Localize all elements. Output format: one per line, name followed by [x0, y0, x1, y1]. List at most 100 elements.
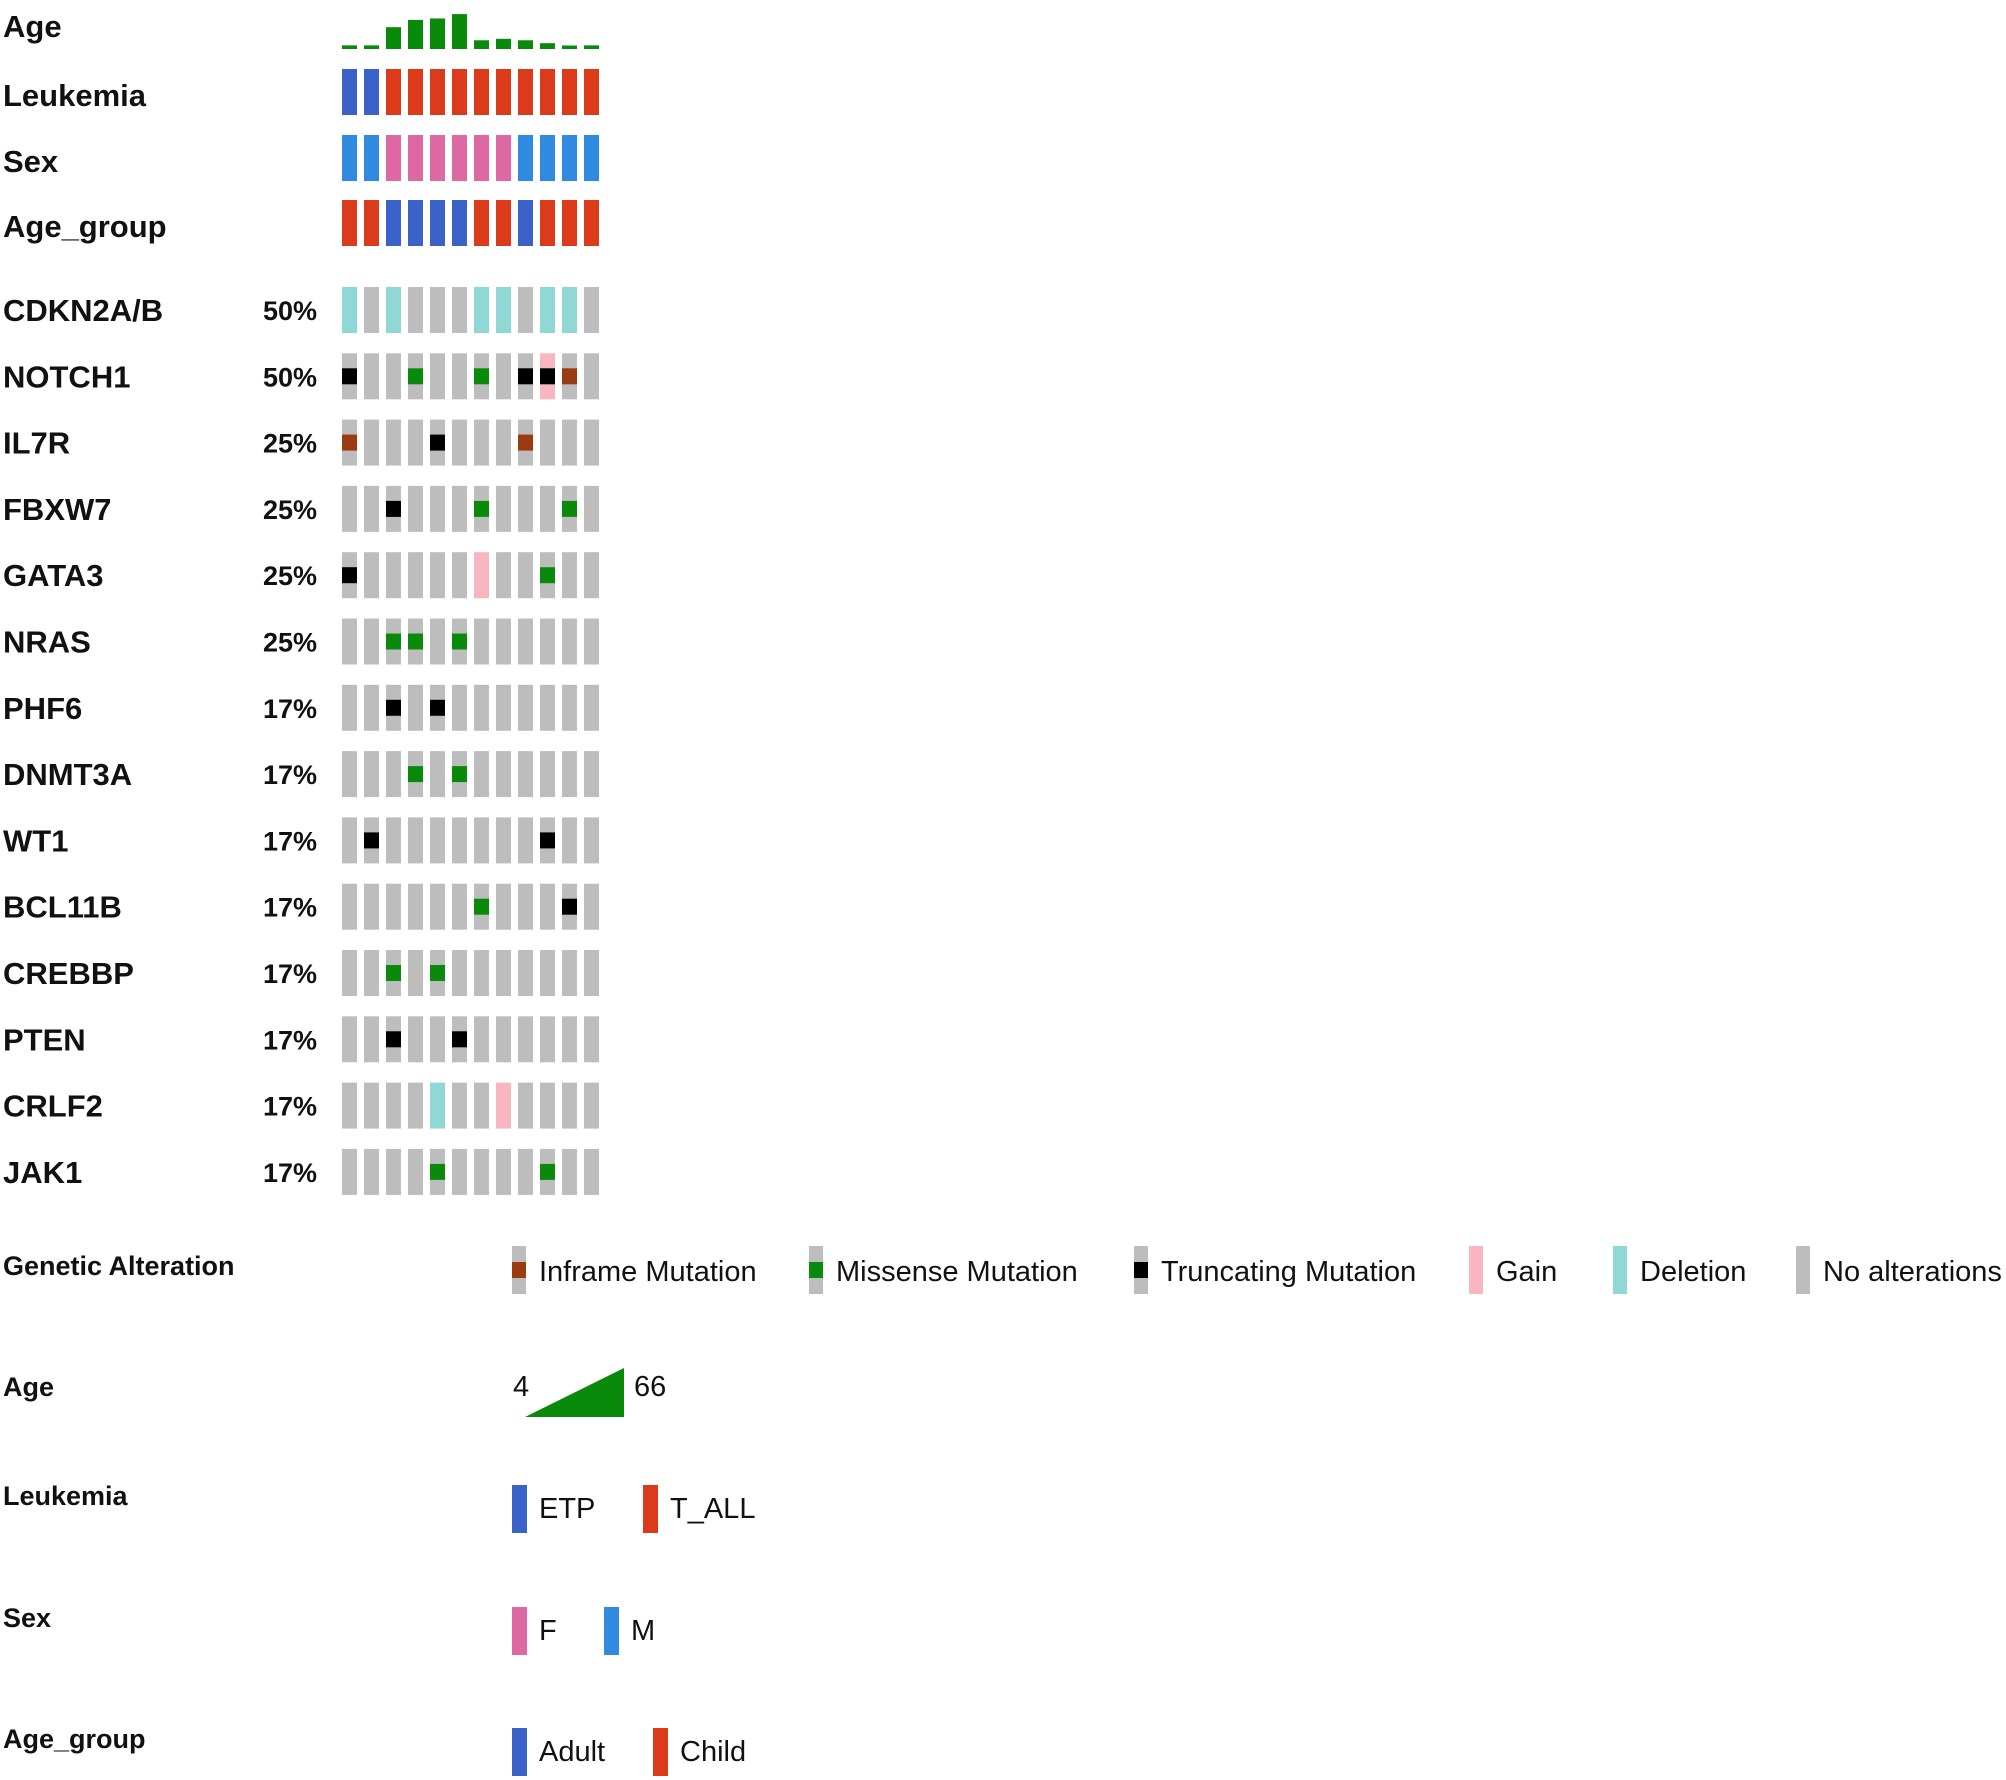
age-group-cell-9 — [518, 200, 533, 246]
legend-mark-inframe-mutation — [512, 1262, 526, 1278]
legend-label-leukemia-etp: ETP — [539, 1493, 595, 1525]
cell-gata3-3 — [386, 552, 401, 599]
mark-miss-crebbp-3 — [386, 965, 401, 981]
cell-dnmt3a-12 — [584, 751, 599, 798]
cell-gata3-6 — [452, 552, 467, 599]
cell-crlf2-8 — [496, 1082, 511, 1129]
cell-bcl11b-9 — [518, 883, 533, 930]
cell-wt1-11 — [562, 817, 577, 864]
mark-trunc-fbxw7-3 — [386, 500, 401, 517]
cell-il7r-7 — [474, 419, 489, 466]
cell-gata3-2 — [364, 552, 379, 599]
gene-pct-notch1: 50% — [263, 362, 317, 392]
cell-crlf2-11 — [562, 1082, 577, 1129]
cell-nras-2 — [364, 618, 379, 665]
mark-inframe-notch1-11 — [562, 368, 577, 385]
age-bar-11 — [562, 45, 577, 49]
cell-jak1-7 — [474, 1148, 489, 1195]
cell-wt1-6 — [452, 817, 467, 864]
mark-miss-fbxw7-11 — [562, 500, 577, 517]
track-label-age: Age — [3, 9, 62, 44]
cell-cdkn2a-b-2 — [364, 287, 379, 333]
leukemia-cell-2 — [364, 69, 379, 115]
leukemia-cell-7 — [474, 69, 489, 115]
cell-gata3-5 — [430, 552, 445, 599]
leukemia-cell-6 — [452, 69, 467, 115]
sex-cell-11 — [562, 135, 577, 181]
cell-pten-7 — [474, 1016, 489, 1063]
mark-inframe-il7r-9 — [518, 434, 533, 451]
cell-crlf2-12 — [584, 1082, 599, 1129]
cell-notch1-12 — [584, 353, 599, 400]
cell-il7r-2 — [364, 419, 379, 466]
cell-cdkn2a-b-12 — [584, 287, 599, 333]
cell-fbxw7-4 — [408, 485, 423, 532]
cell-gata3-4 — [408, 552, 423, 599]
cell-dnmt3a-5 — [430, 751, 445, 798]
legend-label-gain: Gain — [1496, 1256, 1557, 1288]
mark-trunc-phf6-5 — [430, 699, 445, 716]
age-group-cell-5 — [430, 200, 445, 246]
age-bar-10 — [540, 43, 555, 49]
cell-jak1-6 — [452, 1148, 467, 1195]
mark-trunc-gata3-1 — [342, 567, 357, 584]
cell-crlf2-4 — [408, 1082, 423, 1129]
cell-wt1-4 — [408, 817, 423, 864]
gene-label-wt1: WT1 — [3, 823, 68, 858]
gene-label-nras: NRAS — [3, 625, 91, 660]
cell-wt1-1 — [342, 817, 357, 864]
mark-trunc-wt1-10 — [540, 832, 555, 849]
legend-title-age: Age — [3, 1372, 54, 1402]
cell-gata3-8 — [496, 552, 511, 599]
cell-phf6-10 — [540, 684, 555, 731]
sex-cell-9 — [518, 135, 533, 181]
mark-miss-nras-4 — [408, 633, 423, 650]
cell-crlf2-3 — [386, 1082, 401, 1129]
cell-bcl11b-4 — [408, 883, 423, 930]
cell-cdkn2a-b-11 — [562, 287, 577, 333]
cell-nras-9 — [518, 618, 533, 665]
gene-pct-phf6: 17% — [263, 694, 317, 724]
sex-cell-7 — [474, 135, 489, 181]
cell-dnmt3a-1 — [342, 751, 357, 798]
leukemia-cell-9 — [518, 69, 533, 115]
age-bar-12 — [584, 45, 599, 49]
mark-trunc-notch1-1 — [342, 368, 357, 385]
cell-wt1-3 — [386, 817, 401, 864]
cell-wt1-7 — [474, 817, 489, 864]
age-bar-2 — [364, 45, 379, 49]
sex-cell-3 — [386, 135, 401, 181]
sex-cell-4 — [408, 135, 423, 181]
age-group-cell-3 — [386, 200, 401, 246]
gene-pct-fbxw7: 25% — [263, 495, 317, 525]
cell-cdkn2a-b-7 — [474, 287, 489, 333]
cell-dnmt3a-3 — [386, 751, 401, 798]
age-group-cell-8 — [496, 200, 511, 246]
age-bar-6 — [452, 14, 467, 50]
cell-pten-4 — [408, 1016, 423, 1063]
track-label-leukemia: Leukemia — [3, 78, 147, 113]
legend-age-min: 4 — [513, 1371, 529, 1403]
legend-swatch-sex-m — [604, 1607, 619, 1655]
legend-age-triangle — [525, 1368, 624, 1417]
mark-miss-fbxw7-7 — [474, 500, 489, 517]
cell-notch1-8 — [496, 353, 511, 400]
cell-jak1-12 — [584, 1148, 599, 1195]
cell-il7r-12 — [584, 419, 599, 466]
mark-miss-notch1-7 — [474, 368, 489, 385]
cell-crlf2-1 — [342, 1082, 357, 1129]
age-group-cell-4 — [408, 200, 423, 246]
cell-wt1-12 — [584, 817, 599, 864]
cell-bcl11b-3 — [386, 883, 401, 930]
mark-miss-notch1-4 — [408, 368, 423, 385]
mark-miss-crebbp-5 — [430, 965, 445, 981]
mark-miss-nras-3 — [386, 633, 401, 650]
cell-nras-1 — [342, 618, 357, 665]
cell-crlf2-2 — [364, 1082, 379, 1129]
cell-cdkn2a-b-9 — [518, 287, 533, 333]
cell-nras-8 — [496, 618, 511, 665]
legend-label-no-alterations: No alterations — [1823, 1256, 2002, 1288]
legend-label-deletion: Deletion — [1640, 1256, 1746, 1288]
leukemia-cell-5 — [430, 69, 445, 115]
mark-miss-bcl11b-7 — [474, 898, 489, 915]
